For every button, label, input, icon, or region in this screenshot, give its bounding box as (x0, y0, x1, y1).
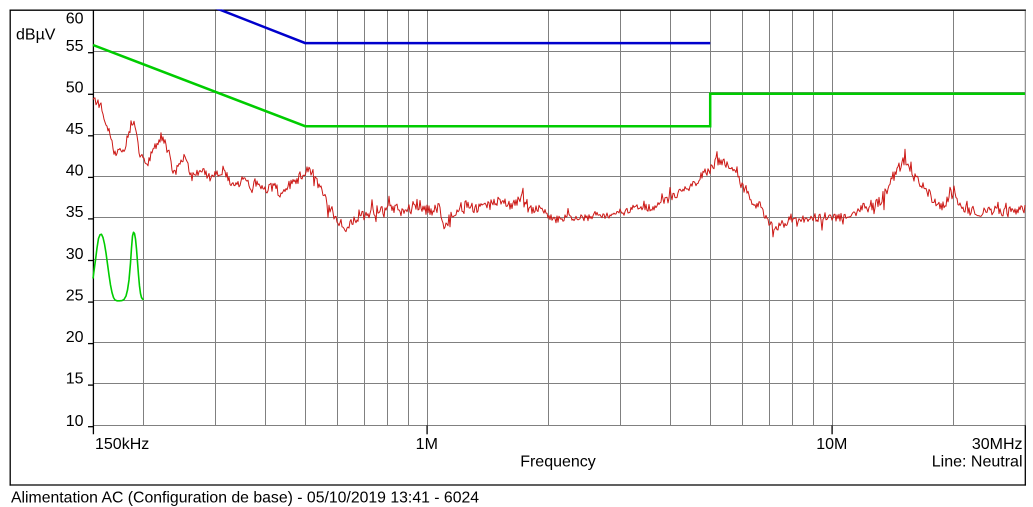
svg-text:50: 50 (66, 80, 84, 97)
svg-text:dBµV: dBµV (16, 27, 56, 44)
svg-text:55: 55 (66, 38, 84, 55)
svg-text:25: 25 (66, 287, 84, 304)
svg-text:30: 30 (66, 246, 84, 263)
svg-text:30MHz: 30MHz (972, 436, 1023, 453)
svg-text:10M: 10M (816, 436, 847, 453)
svg-text:35: 35 (66, 204, 84, 221)
svg-text:Alimentation AC (Configuration: Alimentation AC (Configuration de base) … (11, 490, 479, 507)
svg-text:1M: 1M (416, 436, 438, 453)
svg-text:Frequency: Frequency (520, 454, 596, 471)
svg-text:45: 45 (66, 121, 84, 138)
svg-text:10: 10 (66, 413, 84, 430)
svg-text:20: 20 (66, 329, 84, 346)
svg-text:15: 15 (66, 370, 84, 387)
svg-text:150kHz: 150kHz (95, 436, 149, 453)
svg-text:40: 40 (66, 163, 84, 180)
svg-text:Line: Neutral: Line: Neutral (932, 454, 1023, 471)
svg-text:60: 60 (66, 11, 84, 28)
